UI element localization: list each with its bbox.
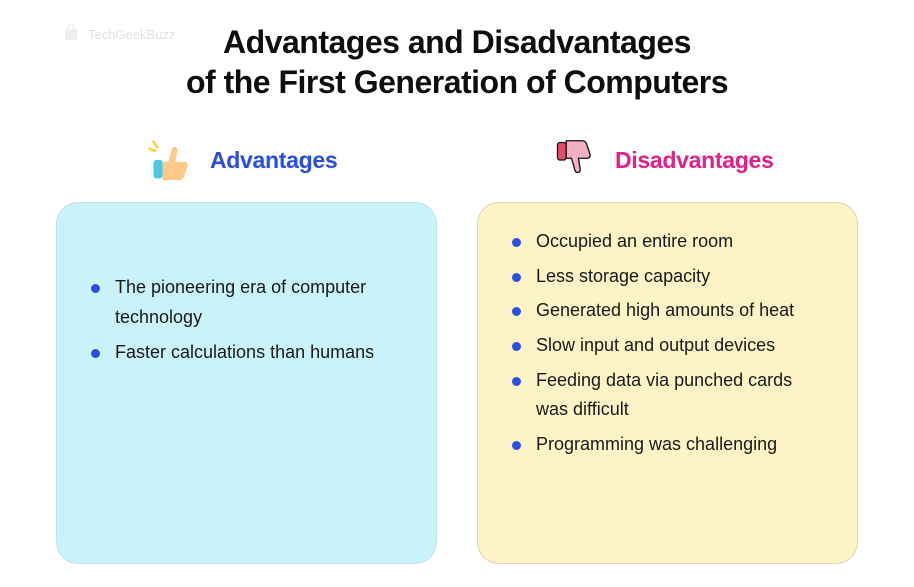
list-item: Feeding data via punched cards was diffi… [506, 366, 829, 425]
title-line-1: Advantages and Disadvantages [223, 24, 691, 60]
list-item: Less storage capacity [506, 262, 829, 292]
disadvantages-card: Occupied an entire room Less storage capa… [477, 202, 858, 564]
page-title: Advantages and Disadvantages of the Firs… [0, 0, 914, 102]
list-item: Slow input and output devices [506, 331, 829, 361]
list-item: Programming was challenging [506, 430, 829, 460]
thumbs-down-icon [553, 138, 597, 182]
watermark-text: TechGeekBuzz [88, 27, 175, 42]
list-item: The pioneering era of computer technolog… [85, 273, 408, 332]
bag-icon [62, 24, 80, 45]
thumbs-up-icon [148, 138, 192, 182]
list-item: Faster calculations than humans [85, 338, 408, 368]
list-item: Generated high amounts of heat [506, 296, 829, 326]
title-line-2: of the First Generation of Computers [186, 64, 728, 100]
watermark: TechGeekBuzz [62, 24, 175, 45]
disadvantages-list: Occupied an entire room Less storage capa… [506, 227, 829, 460]
disadvantages-column: Disadvantages Occupied an entire room Les… [477, 132, 858, 564]
columns-container: Advantages The pioneering era of compute… [0, 102, 914, 564]
disadvantages-heading: Disadvantages [615, 147, 773, 174]
disadvantages-header: Disadvantages [477, 132, 858, 188]
list-item: Occupied an entire room [506, 227, 829, 257]
advantages-heading: Advantages [210, 147, 337, 174]
advantages-column: Advantages The pioneering era of compute… [56, 132, 437, 564]
advantages-list: The pioneering era of computer technolog… [85, 273, 408, 368]
advantages-card: The pioneering era of computer technolog… [56, 202, 437, 564]
advantages-header: Advantages [56, 132, 437, 188]
